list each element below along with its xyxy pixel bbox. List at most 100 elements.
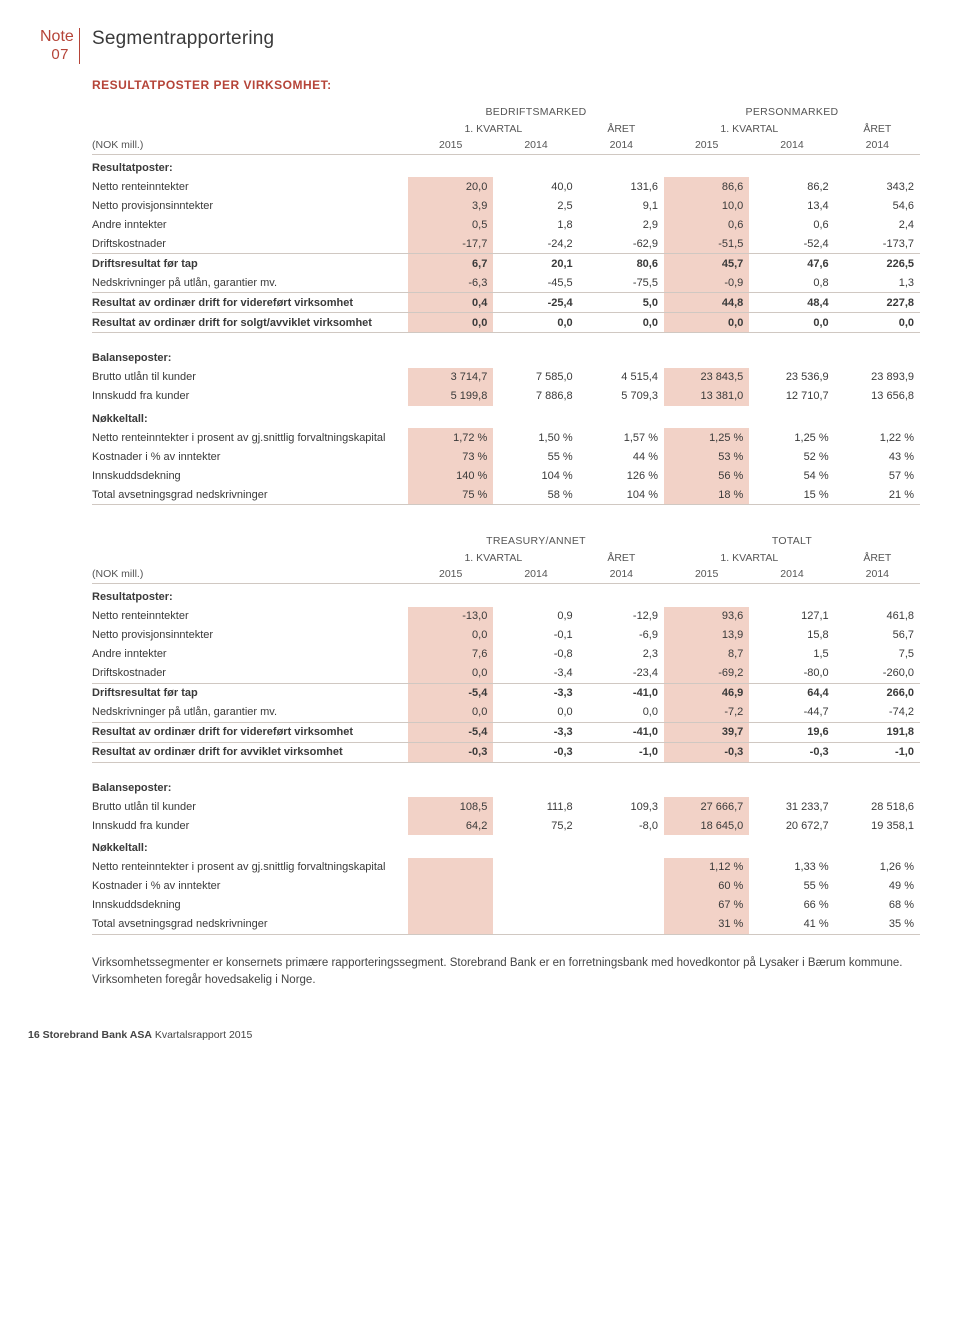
cell	[579, 896, 664, 915]
cell	[749, 345, 834, 368]
table-a-body: Resultatposter:Netto renteinntekter20,04…	[92, 154, 920, 505]
group-bedriftsmarked: BEDRIFTSMARKED	[408, 102, 664, 120]
cell: -45,5	[493, 273, 578, 293]
table-row	[92, 762, 920, 775]
cell: 8,7	[664, 645, 749, 664]
row-label: Brutto utlån til kunder	[92, 368, 408, 387]
unit-label: (NOK mill.)	[92, 565, 408, 584]
group-totalt: TOTALT	[664, 531, 920, 549]
cell: 86,6	[664, 177, 749, 196]
group-treasury: TREASURY/ANNET	[408, 531, 664, 549]
cell: 64,4	[749, 683, 834, 703]
cell	[749, 154, 834, 177]
cell: 1,12 %	[664, 858, 749, 877]
cell: 64,2	[408, 816, 493, 835]
cell: 9,1	[579, 196, 664, 215]
cell: 266,0	[835, 683, 920, 703]
cell: 20,1	[493, 254, 578, 274]
table-row: Driftskostnader0,0-3,4-23,4-69,2-80,0-26…	[92, 664, 920, 684]
cell	[664, 154, 749, 177]
cell: -0,3	[493, 742, 578, 762]
cell: -51,5	[664, 234, 749, 254]
cell: 57 %	[835, 466, 920, 485]
table-b-body: Resultatposter:Netto renteinntekter-13,0…	[92, 584, 920, 935]
cell: 20 672,7	[749, 816, 834, 835]
cell: 104 %	[493, 466, 578, 485]
cell: 104 %	[579, 485, 664, 505]
note-number: 07	[40, 46, 69, 63]
table-row: Resultatposter:	[92, 584, 920, 607]
cell	[835, 345, 920, 368]
year-2015: 2015	[664, 136, 749, 155]
page-number: 16	[28, 1029, 40, 1041]
table-row: Total avsetningsgrad nedskrivninger75 %5…	[92, 485, 920, 505]
row-label: Kostnader i % av inntekter	[92, 877, 408, 896]
segment-table-b: TREASURY/ANNET TOTALT 1. KVARTAL ÅRET 1.…	[92, 531, 920, 935]
table-row	[92, 333, 920, 346]
cell: -41,0	[579, 683, 664, 703]
footer-company: Storebrand Bank ASA	[43, 1029, 152, 1041]
cell	[408, 154, 493, 177]
cell: 1,3	[835, 273, 920, 293]
cell	[493, 345, 578, 368]
period-kvartal: 1. KVARTAL	[408, 120, 579, 136]
cell	[408, 775, 493, 798]
cell: 44 %	[579, 447, 664, 466]
body-text: Virksomhetssegmenter er konsernets primæ…	[92, 955, 920, 990]
cell: 0,0	[493, 703, 578, 723]
cell: -0,1	[493, 626, 578, 645]
cell	[579, 858, 664, 877]
cell	[493, 406, 578, 429]
year-2015: 2015	[664, 565, 749, 584]
row-label: Andre inntekter	[92, 215, 408, 234]
cell: -3,3	[493, 683, 578, 703]
period-aret: ÅRET	[579, 120, 664, 136]
cell: 13,9	[664, 626, 749, 645]
year-2014: 2014	[579, 565, 664, 584]
cell: -41,0	[579, 722, 664, 742]
cell: 40,0	[493, 177, 578, 196]
cell	[408, 858, 493, 877]
row-label: Driftskostnader	[92, 664, 408, 684]
period-kvartal: 1. KVARTAL	[664, 120, 835, 136]
cell: -25,4	[493, 293, 578, 313]
cell: 109,3	[579, 797, 664, 816]
cell	[579, 915, 664, 935]
row-label: Innskuddsdekning	[92, 466, 408, 485]
cell: 5 709,3	[579, 387, 664, 406]
unit-label: (NOK mill.)	[92, 136, 408, 155]
cell: 0,0	[664, 313, 749, 333]
table-row: Resultat av ordinær drift for solgt/avvi…	[92, 313, 920, 333]
cell: 48,4	[749, 293, 834, 313]
cell: 7,6	[408, 645, 493, 664]
cell: 0,5	[408, 215, 493, 234]
cell: 1,26 %	[835, 858, 920, 877]
cell	[835, 154, 920, 177]
cell: 45,7	[664, 254, 749, 274]
cell: -5,4	[408, 722, 493, 742]
cell: 66 %	[749, 896, 834, 915]
cell: 80,6	[579, 254, 664, 274]
table-row: Resultat av ordinær drift for avviklet v…	[92, 742, 920, 762]
table-row: Resultat av ordinær drift for videreført…	[92, 293, 920, 313]
cell: 7,5	[835, 645, 920, 664]
row-label: Nøkkeltall:	[92, 406, 408, 429]
note-word: Note	[40, 28, 69, 46]
segment-table-a: BEDRIFTSMARKED PERSONMARKED 1. KVARTAL Å…	[92, 102, 920, 506]
cell: 93,6	[664, 607, 749, 626]
cell: -17,7	[408, 234, 493, 254]
cell: 0,0	[408, 313, 493, 333]
table-row: Driftsresultat før tap-5,4-3,3-41,046,96…	[92, 683, 920, 703]
period-aret: ÅRET	[579, 549, 664, 565]
row-label: Nedskrivninger på utlån, garantier mv.	[92, 273, 408, 293]
row-label: Netto provisjonsinntekter	[92, 626, 408, 645]
row-label: Brutto utlån til kunder	[92, 797, 408, 816]
cell: 2,4	[835, 215, 920, 234]
cell: 31 %	[664, 915, 749, 935]
cell	[579, 154, 664, 177]
page-footer: 16 Storebrand Bank ASA Kvartalsrapport 2…	[28, 1029, 920, 1041]
cell: -8,0	[579, 816, 664, 835]
cell: 44,8	[664, 293, 749, 313]
cell: 15 %	[749, 485, 834, 505]
cell: 86,2	[749, 177, 834, 196]
